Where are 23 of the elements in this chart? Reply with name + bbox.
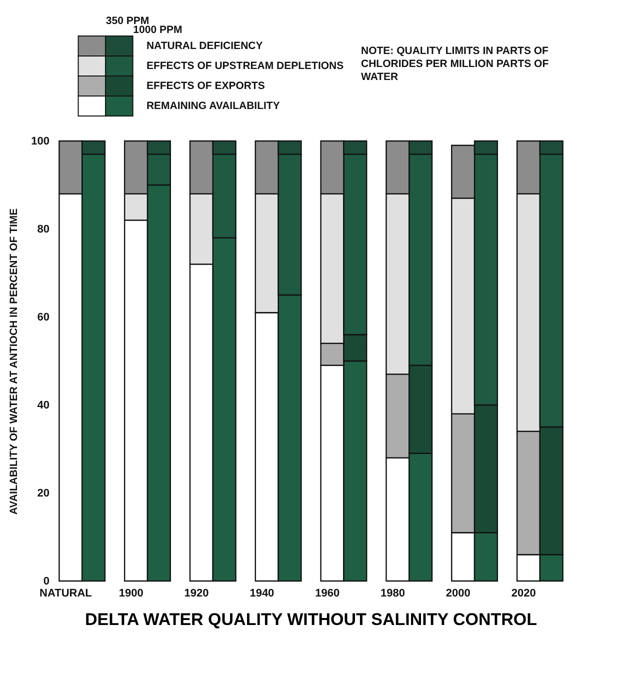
legend-label: REMAINING AVAILABILITY: [146, 100, 280, 112]
text: 350 PPM: [106, 15, 150, 27]
y-tick-label: 40: [37, 400, 50, 412]
x-tick-label: 1980: [380, 588, 406, 600]
x-tick-label: 2020: [511, 588, 536, 600]
x-tick-label: NATURAL: [40, 588, 92, 600]
y-tick-label: 80: [37, 224, 50, 236]
text: NOTE: QUALITY LIMITS IN PARTS OF CHLORIDES PER MILLION PARTS OF WATER: [361, 45, 550, 83]
legend-label: EFFECTS OF EXPORTS: [146, 80, 265, 92]
x-tick-label: 2000: [446, 588, 470, 600]
x-tick-label: 1960: [315, 588, 340, 600]
text: DELTA WATER QUALITY WITHOUT SALINITY CONTROL: [84, 610, 538, 629]
y-tick-label: 100: [31, 136, 50, 148]
text: 1000 PPM: [133, 24, 182, 36]
y-axis-title: AVAILABILITY OF WATER AT ANTIOCH IN PERCENT OF TIME: [8, 208, 20, 515]
legend-label: EFFECTS OF UPSTREAM DEPLETIONS: [146, 60, 344, 72]
legend-label: NATURAL DEFICIENCY: [146, 40, 263, 52]
x-tick-label: 1940: [250, 588, 274, 600]
x-tick-label: 1920: [184, 588, 209, 600]
x-tick-label: 1900: [118, 588, 144, 600]
y-tick-label: 20: [37, 488, 50, 500]
y-tick-label: 0: [43, 576, 50, 588]
y-tick-label: 60: [37, 312, 50, 324]
